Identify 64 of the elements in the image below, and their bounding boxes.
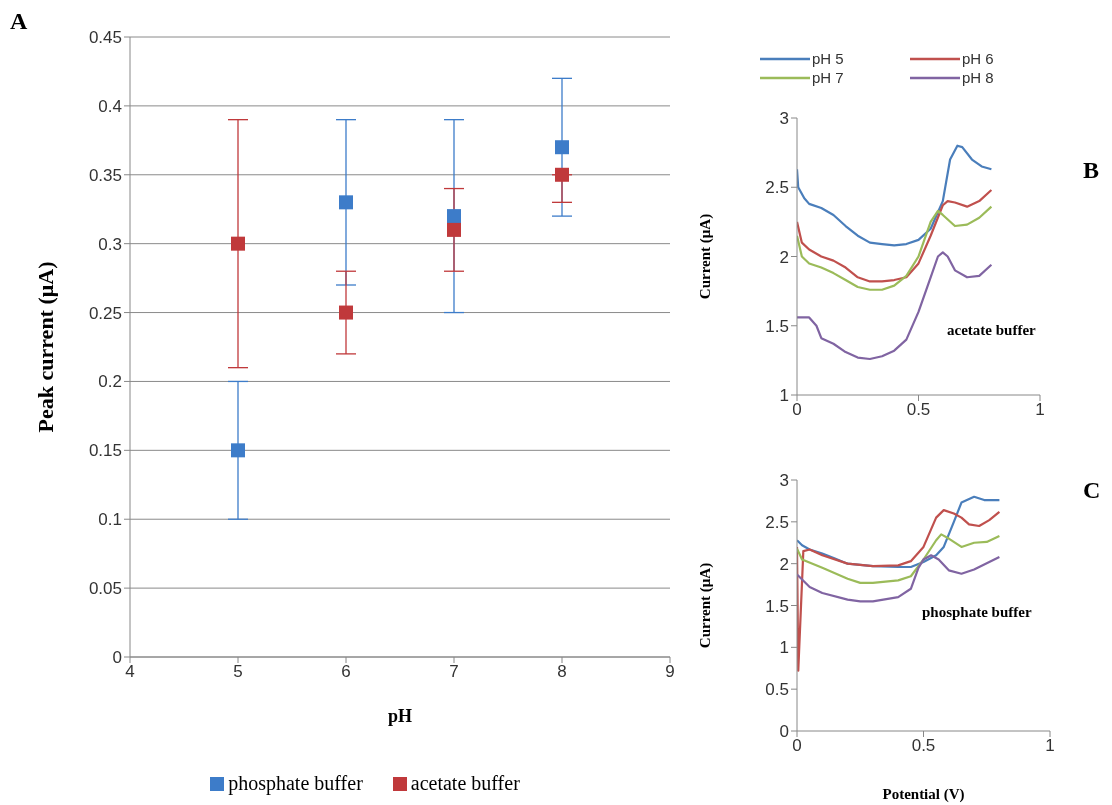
y-tick-label: 0.4 bbox=[98, 96, 122, 116]
point bbox=[447, 222, 461, 237]
x-tick-label: 0.5 bbox=[906, 400, 931, 420]
y-tick-label: 0.5 bbox=[765, 680, 789, 700]
y-tick-label: 1.5 bbox=[765, 596, 789, 616]
y-tick-label: 0.45 bbox=[88, 28, 122, 48]
line-series bbox=[797, 554, 1001, 603]
x-tick-label: 0 bbox=[792, 736, 802, 756]
point bbox=[555, 167, 569, 182]
x-axis-title: pH bbox=[387, 706, 413, 726]
line-series bbox=[797, 533, 1001, 585]
x-tick-label: 4 bbox=[125, 662, 135, 682]
point bbox=[555, 140, 569, 155]
text: B bbox=[1083, 157, 1100, 184]
y-tick-label: 1 bbox=[779, 638, 789, 658]
y-tick-label: 0.05 bbox=[88, 579, 122, 599]
legend-label: pH 7 bbox=[812, 69, 844, 86]
line-series bbox=[797, 205, 993, 291]
point bbox=[231, 443, 245, 458]
line-series bbox=[797, 144, 993, 247]
y-tick-label: 0.3 bbox=[98, 234, 122, 254]
x-tick-label: 9 bbox=[665, 662, 675, 682]
x-tick-label: 6 bbox=[341, 662, 351, 682]
legend-label: pH 6 bbox=[962, 50, 994, 67]
text: A bbox=[10, 8, 28, 35]
y-axis-title: Peak current (μA) bbox=[32, 261, 58, 433]
y-tick-label: 0.25 bbox=[88, 303, 122, 323]
line-series bbox=[797, 251, 993, 361]
y-tick-label: 0 bbox=[779, 722, 789, 742]
legend-label: pH 8 bbox=[962, 69, 994, 86]
legend-label: pH 5 bbox=[812, 50, 844, 67]
y-tick-label: 3 bbox=[779, 471, 789, 491]
x-axis-title: Potential (V) bbox=[882, 786, 965, 803]
y-tick-label: 1 bbox=[779, 386, 789, 406]
point bbox=[339, 195, 353, 210]
x-tick-label: 7 bbox=[449, 662, 459, 682]
point bbox=[447, 209, 461, 224]
y-tick-label: 0 bbox=[112, 648, 122, 668]
x-tick-label: 1 bbox=[1045, 736, 1055, 756]
y-axis-title: Current (μA) bbox=[697, 213, 715, 300]
y-tick-label: 1.5 bbox=[765, 316, 789, 336]
point bbox=[231, 236, 245, 251]
x-tick-label: 1 bbox=[1035, 400, 1045, 420]
y-tick-label: 0.2 bbox=[98, 372, 122, 392]
y-tick-label: 3 bbox=[779, 109, 789, 129]
y-axis-title: Current (μA) bbox=[697, 562, 715, 649]
point bbox=[339, 305, 353, 320]
y-tick-label: 2 bbox=[779, 247, 789, 267]
y-tick-label: 0.1 bbox=[98, 510, 122, 530]
legend-label: phosphate buffer bbox=[228, 772, 363, 795]
annotation: phosphate buffer bbox=[922, 604, 1032, 621]
line-series bbox=[797, 188, 993, 283]
y-tick-label: 2.5 bbox=[765, 512, 789, 532]
text: C bbox=[1083, 477, 1101, 504]
x-tick-label: 0 bbox=[792, 400, 802, 420]
y-tick-label: 2 bbox=[779, 554, 789, 574]
legend-label: acetate buffer bbox=[410, 772, 520, 795]
y-tick-label: 0.35 bbox=[88, 165, 122, 185]
y-tick-label: 0.15 bbox=[88, 441, 122, 461]
y-tick-label: 2.5 bbox=[765, 178, 789, 198]
annotation: acetate buffer bbox=[947, 322, 1036, 339]
x-tick-label: 0.5 bbox=[911, 736, 936, 756]
x-tick-label: 8 bbox=[557, 662, 567, 682]
x-tick-label: 5 bbox=[233, 662, 243, 682]
